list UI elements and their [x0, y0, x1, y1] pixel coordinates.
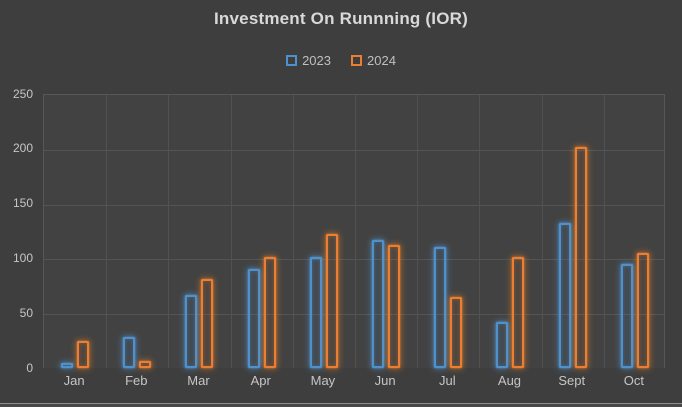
x-axis-label-oct: Oct	[623, 373, 644, 388]
bar-group-mar	[168, 95, 230, 368]
x-axis-label-jun: Jun	[374, 373, 396, 388]
legend-swatch-2023	[286, 55, 298, 66]
bar-2023-mar[interactable]	[185, 294, 198, 368]
bar-2023-feb[interactable]	[123, 337, 136, 368]
gridline-vertical-9	[603, 95, 605, 368]
gridline-vertical-2	[168, 95, 170, 368]
bar-2024-feb[interactable]	[139, 361, 152, 368]
gridline-vertical-5	[355, 95, 356, 368]
legend-label: 2024	[367, 53, 396, 68]
bar-2023-jun[interactable]	[372, 239, 385, 368]
y-axis-tick-0: 0	[26, 360, 33, 375]
bar-2023-apr[interactable]	[247, 269, 260, 368]
gridline-vertical-7	[479, 95, 481, 368]
y-axis-tick-200: 200	[12, 141, 33, 156]
bar-group-jun	[355, 95, 417, 368]
y-axis-tick-50: 50	[19, 305, 33, 320]
legend-label: 2023	[302, 53, 331, 68]
bar-2023-oct[interactable]	[620, 263, 633, 368]
gridline-horizontal-200	[44, 149, 664, 151]
bar-2023-aug[interactable]	[496, 321, 509, 368]
legend-item-2024[interactable]: 2024	[351, 53, 396, 68]
bar-group-aug	[479, 95, 541, 368]
bar-2024-oct[interactable]	[636, 252, 649, 368]
bar-2023-may[interactable]	[309, 257, 322, 368]
bar-2024-aug[interactable]	[512, 257, 525, 368]
bottom-strip	[0, 404, 682, 407]
bar-group-sept	[542, 95, 604, 368]
x-axis-label-jul: Jul	[438, 373, 456, 388]
x-axis-label-jan: Jan	[63, 373, 85, 388]
x-axis-label-sept: Sept	[558, 373, 586, 388]
bar-2023-jul[interactable]	[434, 247, 447, 368]
bar-group-may	[293, 95, 355, 368]
x-axis-label-feb: Feb	[125, 373, 148, 388]
bar-group-jan	[44, 95, 106, 368]
plot-area[interactable]	[43, 94, 665, 368]
gridline-vertical-3	[230, 95, 232, 368]
bar-2024-mar[interactable]	[201, 279, 214, 368]
bar-2023-sept[interactable]	[558, 223, 571, 368]
gridline-vertical-1	[106, 95, 108, 368]
x-axis-label-mar: Mar	[187, 373, 210, 388]
gridline-vertical-4	[292, 95, 294, 368]
x-axis-label-apr: Apr	[250, 373, 271, 388]
gridline-horizontal-100	[44, 259, 664, 261]
bar-group-oct	[604, 95, 666, 368]
y-axis-tick-100: 100	[12, 250, 33, 265]
gridline-horizontal-150	[44, 204, 664, 206]
bar-2024-may[interactable]	[325, 234, 338, 368]
bar-2024-jun[interactable]	[388, 245, 401, 368]
x-axis-label-may: May	[310, 373, 336, 388]
gridline-vertical-6	[417, 95, 419, 368]
bar-group-feb	[106, 95, 168, 368]
chart-bottom-edge	[0, 403, 682, 404]
gridline-horizontal-50	[44, 314, 664, 316]
bar-2023-jan[interactable]	[61, 362, 74, 368]
legend-swatch-2024	[351, 55, 362, 66]
bar-group-apr	[231, 95, 293, 368]
y-axis-tick-250: 250	[12, 86, 33, 101]
bar-2024-apr[interactable]	[263, 257, 276, 368]
bar-2024-sept[interactable]	[574, 146, 587, 368]
y-axis-tick-150: 150	[12, 196, 33, 211]
legend-item-2023[interactable]: 2023	[286, 53, 331, 68]
x-axis-label-aug: Aug	[497, 373, 522, 388]
bar-2024-jul[interactable]	[450, 296, 463, 368]
chart-title[interactable]: Investment On Runnning (IOR)	[214, 9, 468, 28]
gridline-vertical-8	[541, 95, 543, 368]
bar-group-jul	[417, 95, 479, 368]
bar-2024-jan[interactable]	[77, 340, 90, 368]
legend: 2023 2024	[0, 53, 682, 68]
